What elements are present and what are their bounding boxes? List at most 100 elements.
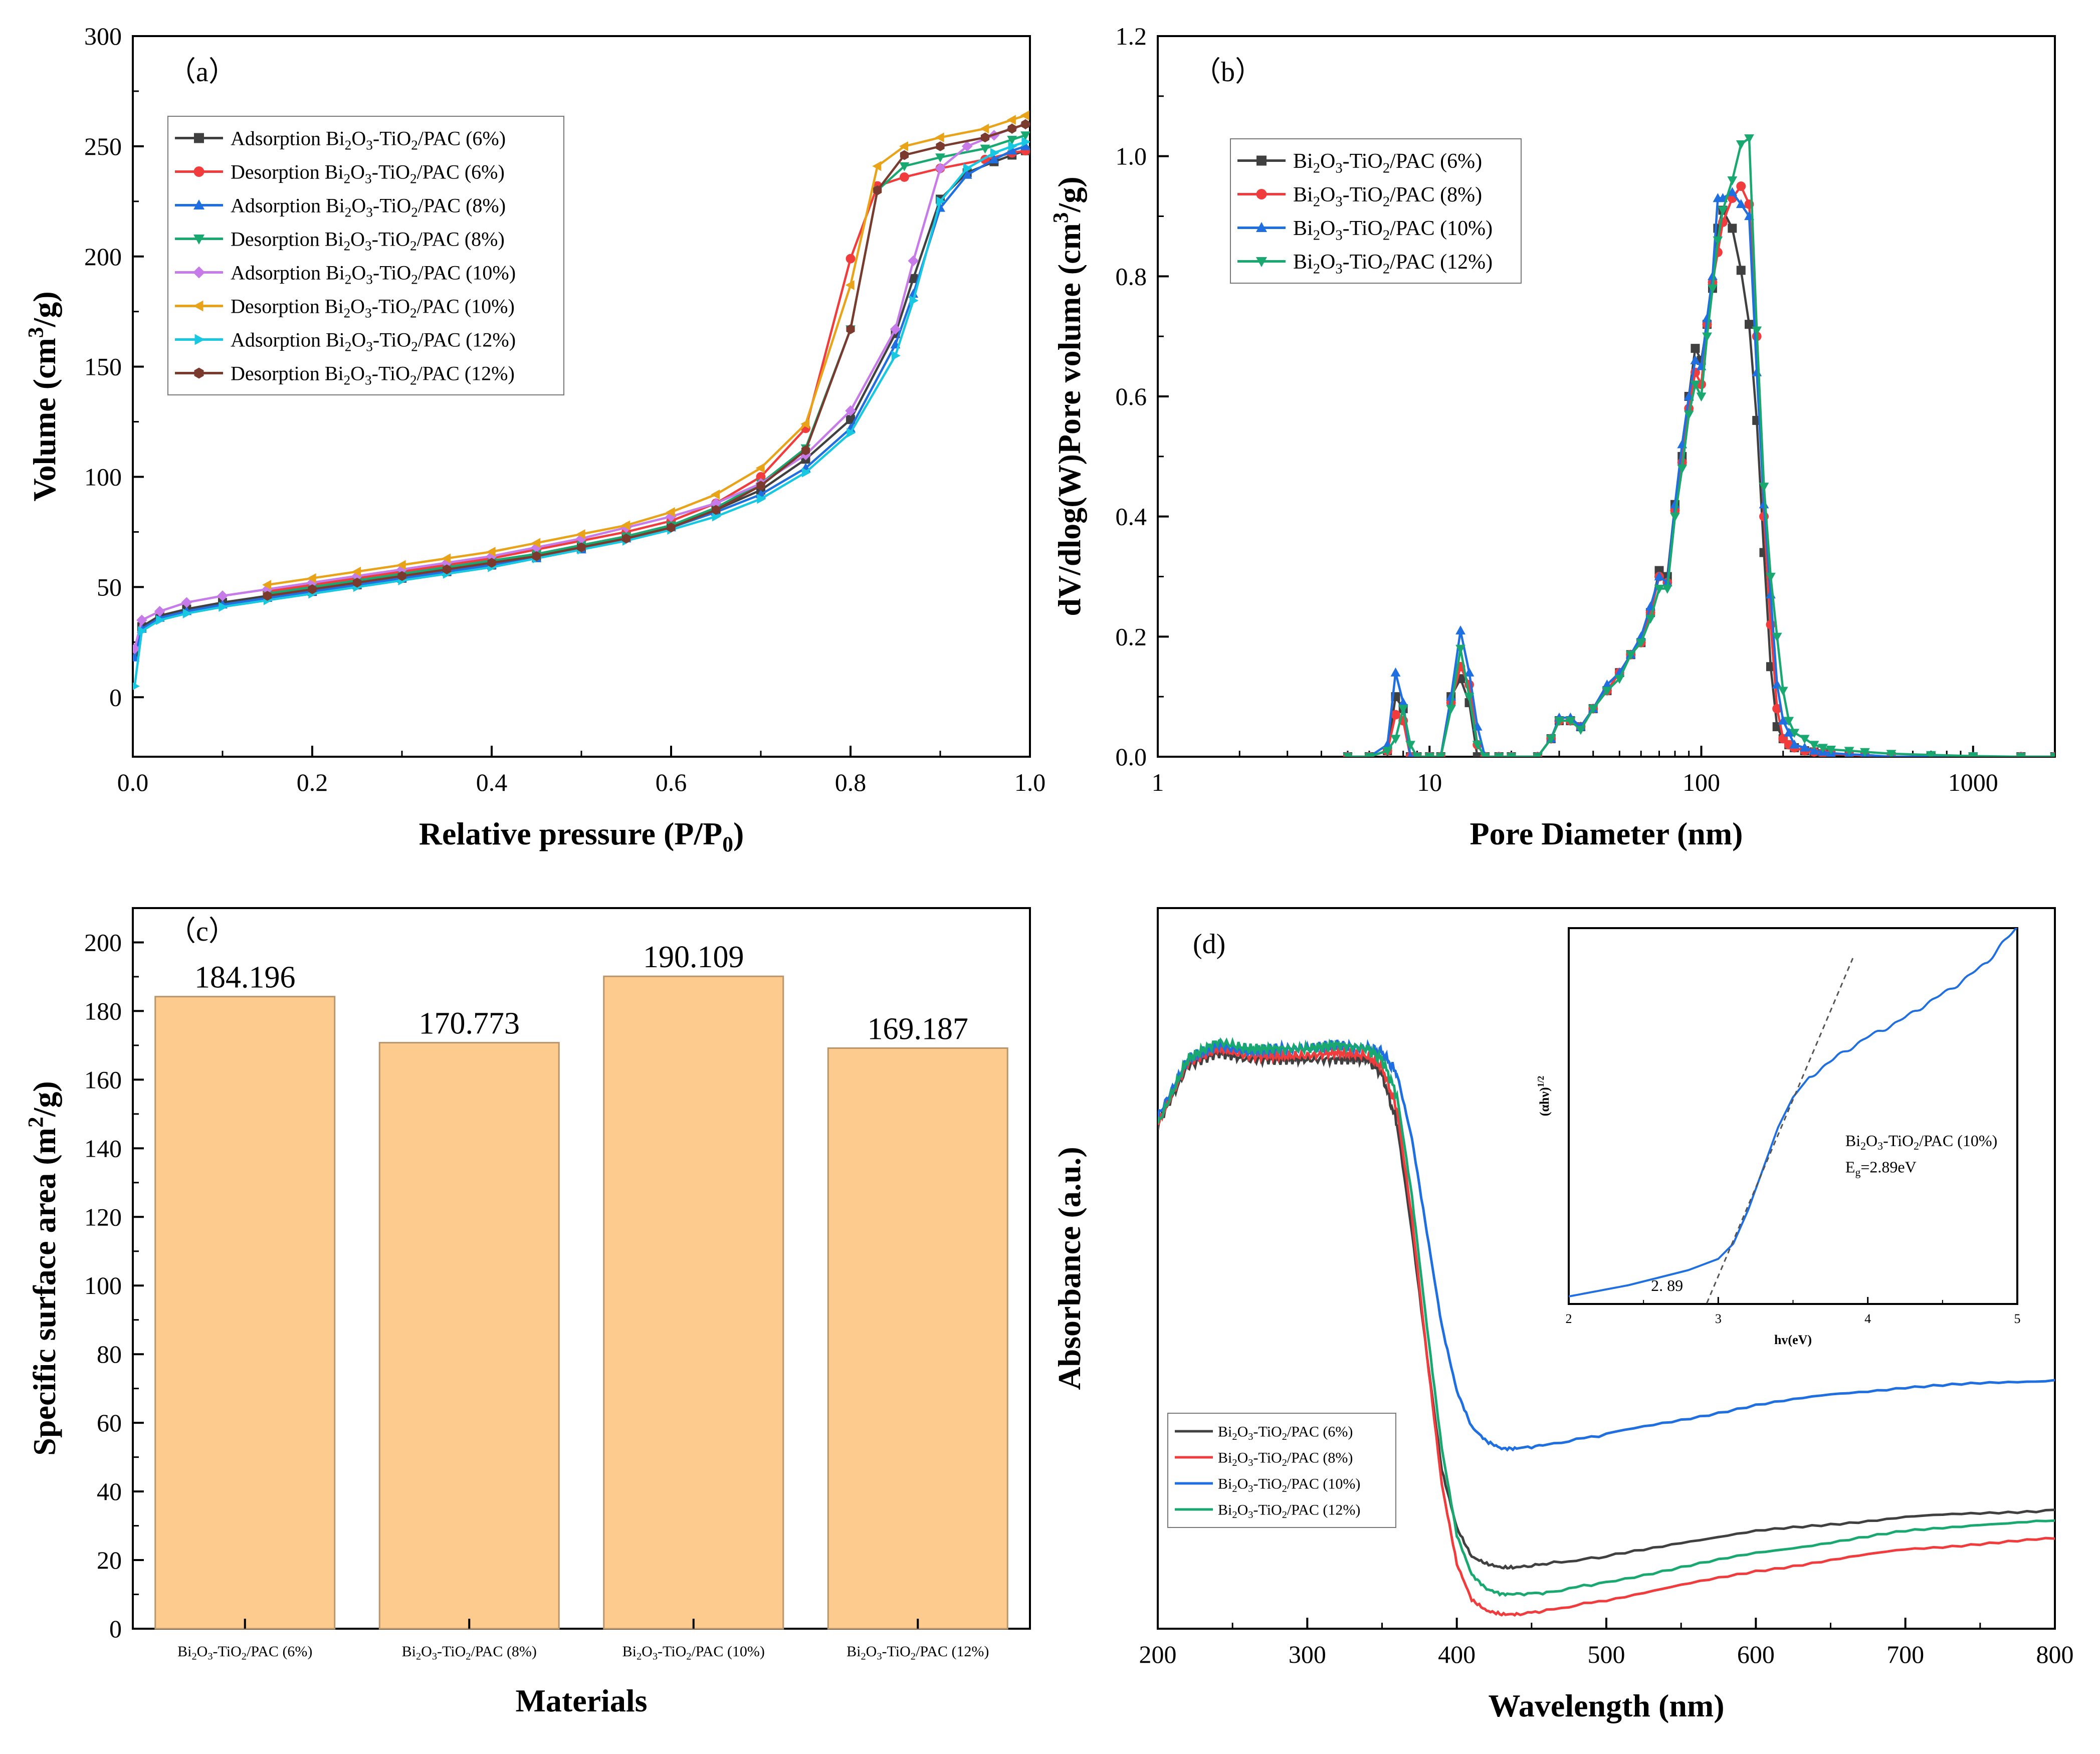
panel-a-series-6-point <box>442 553 451 564</box>
panel-b-series-4-point <box>1435 753 1446 757</box>
panel-a-series-3-point <box>962 169 972 179</box>
panel-c-category-label-4: Bi2O3​-TiO2​/PAC (12%) <box>847 1643 989 1662</box>
panel-d-x-tick-label: 500 <box>1588 1640 1625 1668</box>
panel-b-series-3-point <box>1455 625 1465 634</box>
panel-a-legend: Adsorption Bi2O3​-TiO2​/PAC (6%) Desorpti… <box>167 116 564 395</box>
panel-d-inset-annotation-sample: Bi2O3​-TiO2​/PAC (10%) <box>1845 1132 1997 1152</box>
panel-a-y-tick-label: 200 <box>84 243 122 271</box>
panel-b-series-4-point <box>1554 717 1564 726</box>
panel-c-surface-area-chart: 0 20 40 60 80 100 120 140 160 180 200 184.196 Bi2O3​… <box>24 907 1031 1718</box>
panel-b-series-4-point <box>1886 750 1897 757</box>
panel-a-series-5-point <box>961 141 973 152</box>
panel-a-y-tick-label: 300 <box>84 22 122 50</box>
panel-b-series-4-point <box>1472 741 1483 750</box>
panel-a-series-6-point <box>531 538 541 548</box>
panel-b-series-4-point <box>1546 735 1556 744</box>
panel-b-series-4-point <box>1926 751 1936 757</box>
panel-a-series-1-point <box>909 274 918 283</box>
panel-a-series-6-point <box>576 529 585 539</box>
panel-b-legend-marker-4 <box>1256 257 1267 267</box>
panel-b-series-4-point <box>1382 747 1393 756</box>
panel-b-y-tick-label: 1.2 <box>1116 22 1147 50</box>
panel-b-series-2-point <box>1772 704 1782 714</box>
panel-a-series-6-point <box>755 463 765 473</box>
panel-a-series-6-point <box>621 520 631 531</box>
panel-a-series-5-point <box>486 551 497 562</box>
panel-a-x-axis-label: Relative pressure (P/P0​) <box>419 816 744 856</box>
panel-a-series-line-8 <box>267 123 1026 597</box>
panel-b-series-4-point <box>1744 134 1754 144</box>
panel-b-series-3-point <box>1736 199 1746 208</box>
panel-a-series-6-point <box>899 141 909 151</box>
panel-a-series-8-point <box>487 558 496 568</box>
panel-a-series-7-point <box>182 608 192 619</box>
panel-b-series-4-point <box>1784 717 1794 726</box>
panel-b-legend-entry-2: Bi2O3​-TiO2​/PAC (8%) <box>1293 183 1482 209</box>
panel-a-series-6-point <box>935 132 944 143</box>
panel-d-legend-entry-2: Bi2O3​-TiO2​/PAC (8%) <box>1218 1450 1353 1469</box>
panel-d-absorbance-chart: 200 300 400 500 600 700 800 Wavelength (nm) Abso… <box>1052 907 2074 1723</box>
panel-c-y-tick-label: 60 <box>97 1409 122 1437</box>
panel-d-legend-entry-1: Bi2O3​-TiO2​/PAC (6%) <box>1218 1424 1353 1443</box>
panel-a-series-8-point <box>936 141 945 151</box>
panel-a-series-8-point <box>397 571 406 581</box>
panel-d-label: (d) <box>1193 929 1225 960</box>
panel-b-series-4-point <box>1778 687 1788 696</box>
panel-b-series-4-point <box>1736 140 1746 150</box>
panel-a-legend-entry-6: Desorption Bi2O3​-TiO2​/PAC (10%) <box>231 295 515 321</box>
panel-a-series-8-point <box>801 445 810 456</box>
panel-a-series-8-point <box>442 564 452 575</box>
panel-d-x-axis-label: Wavelength (nm) <box>1488 1688 1724 1723</box>
panel-a-x-tick-label: 0.2 <box>297 768 328 796</box>
panel-a-series-6-point <box>711 489 720 500</box>
panel-b-y-tick-label: 0.0 <box>1116 743 1147 771</box>
panel-a-series-5-point <box>351 570 363 582</box>
panel-a-legend-marker-7 <box>194 334 205 345</box>
panel-a-series-4-point <box>1020 131 1030 141</box>
panel-b-series-3-point <box>1398 697 1408 707</box>
panel-b-series-2-point <box>1391 710 1400 720</box>
panel-c-category-label-3: Bi2O3​-TiO2​/PAC (10%) <box>622 1643 765 1662</box>
panel-d-inset-annotation-eg: Eg​=2.89eV <box>1845 1158 1917 1179</box>
panel-a-legend-marker-5 <box>193 266 205 279</box>
panel-c-bar-2 <box>378 1042 560 1630</box>
panel-b-x-tick-label: 1000 <box>1948 768 1998 796</box>
panel-a-legend-entry-4: Desorption Bi2O3​-TiO2​/PAC (8%) <box>231 228 505 254</box>
panel-c-bar-value-label-2: 170.773 <box>419 1007 520 1041</box>
panel-a-series-6-point <box>845 280 855 290</box>
panel-b-series-4-point <box>1533 753 1543 757</box>
panel-b-series-1-point <box>1728 224 1737 233</box>
panel-a-isotherm-chart: 0.0 0.2 0.4 0.6 0.8 1.0 0 50 100 150 200 250 300 Rela… <box>24 22 1046 856</box>
panel-a-legend-marker-2 <box>193 166 204 177</box>
panel-a-series-5-point <box>154 605 165 617</box>
panel-c-bar-3 <box>603 975 784 1630</box>
panel-a-series-8-point <box>667 522 676 533</box>
panel-a-x-tick-label: 0.0 <box>117 768 149 796</box>
panel-d-inset-x-axis-label: hv(eV) <box>1774 1333 1812 1347</box>
panel-a-series-7-point <box>909 295 919 306</box>
panel-a-series-8-point <box>577 542 586 553</box>
panel-b-series-4-point <box>1364 753 1374 757</box>
panel-c-y-tick-label: 100 <box>84 1271 122 1299</box>
panel-a-legend-marker-3 <box>193 199 204 209</box>
panel-a-series-5-point <box>396 564 407 575</box>
panel-b-series-3-point <box>1784 727 1794 737</box>
panel-b-series-4-point <box>1405 741 1415 750</box>
panel-a-legend-marker-1 <box>194 133 204 143</box>
panel-a-legend-entry-8: Desorption Bi2O3​-TiO2​/PAC (12%) <box>231 362 515 388</box>
panel-a-x-tick-label: 0.6 <box>656 768 687 796</box>
panel-b-series-4-point <box>1968 752 1978 757</box>
panel-b-series-4-point <box>1690 380 1701 390</box>
panel-b-y-tick-label: 0.2 <box>1116 622 1147 650</box>
panel-a-series-8-point <box>846 324 855 334</box>
panel-d-inset-x-tick-label: 3 <box>1715 1311 1722 1326</box>
panel-b-series-3-point <box>1708 271 1718 280</box>
panel-a-series-8-point <box>308 584 317 594</box>
panel-b-series-4-point <box>1625 650 1636 660</box>
panel-a-series-line-2 <box>267 149 1026 593</box>
panel-a-series-5-point <box>307 577 318 588</box>
panel-c-bar-value-label-1: 184.196 <box>194 961 296 995</box>
panel-d-inset-x-tick-label: 2 <box>1566 1311 1572 1326</box>
panel-d-series-line-1 <box>1158 1047 2055 1570</box>
panel-a-legend-entry-3: Adsorption Bi2O3​-TiO2​/PAC (8%) <box>231 194 506 220</box>
